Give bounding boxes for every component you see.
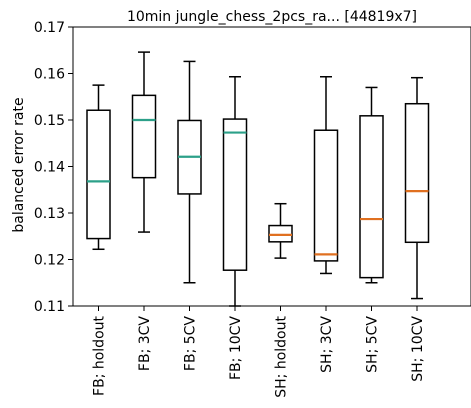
x-tick-label: SH; 5CV	[365, 316, 381, 373]
chart-title: 10min jungle_chess_2pcs_ra... [44819x7]	[127, 9, 417, 25]
x-tick-label: FB; 5CV	[183, 316, 199, 372]
box	[86, 109, 111, 240]
y-tick-label: 0.12	[34, 253, 65, 269]
x-tick-label: SH; 10CV	[410, 316, 426, 382]
plot-frame	[72, 26, 471, 307]
box	[131, 94, 157, 179]
x-tick-label: FB; 10CV	[228, 316, 244, 380]
box	[359, 115, 384, 279]
box	[313, 129, 339, 262]
box	[404, 102, 430, 244]
y-axis-label: balanced error rate	[11, 97, 27, 232]
plot-area: 0.11 0.12 0.13 0.14 0.15 0.16 0.17 FB; holdout F…	[34, 20, 430, 398]
x-tick-label: SH; 3CV	[319, 316, 335, 373]
y-tick-label: 0.16	[34, 67, 65, 83]
x-tick-label: FB; holdout	[92, 315, 108, 395]
x-tick-label: FB; 3CV	[137, 316, 153, 372]
box	[222, 118, 248, 271]
y-tick-label: 0.15	[34, 113, 65, 129]
x-tick-label: SH; holdout	[274, 316, 290, 398]
y-tick-label: 0.11	[34, 299, 65, 315]
box	[268, 224, 293, 243]
y-tick-label: 0.14	[34, 160, 65, 176]
y-tick-label: 0.17	[34, 20, 65, 36]
y-tick-label: 0.13	[34, 206, 65, 222]
